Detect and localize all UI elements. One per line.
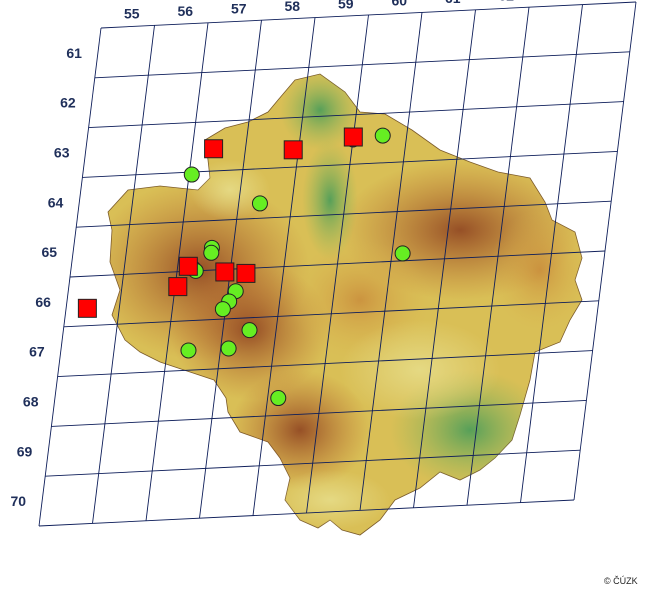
record-circle-marker [220,340,237,357]
grid-line-horizontal [57,350,593,378]
grid-line-horizontal [63,300,599,328]
record-circle-marker [394,245,411,262]
grid-line-horizontal [76,200,612,228]
credit-text: © ČÚZK [604,576,638,586]
grid-line-horizontal [88,101,624,129]
column-label: 63 [552,0,568,1]
record-circle-marker [374,127,391,144]
column-label: 57 [231,1,247,17]
record-square-marker [343,127,363,147]
record-circle-marker [241,322,258,339]
row-label: 65 [42,244,58,260]
grid-line-horizontal [94,51,630,79]
record-circle-marker [251,195,268,212]
row-label: 68 [23,394,39,410]
record-square-marker [178,256,198,276]
grid-line-horizontal [51,399,587,427]
column-label: 62 [498,0,514,4]
record-circle-marker [180,342,197,359]
row-label: 70 [11,493,27,509]
grid-line-horizontal [82,150,618,178]
record-circle-marker [270,390,287,407]
record-square-marker [204,139,224,159]
terrain-relief [107,73,583,536]
terrain-shading [108,74,582,530]
record-circle-marker [203,244,220,261]
record-square-marker [77,298,97,318]
grid-line-horizontal [38,499,575,527]
record-circle-marker [183,166,200,183]
square-markers [77,127,363,318]
column-label: 55 [124,6,140,22]
record-square-marker [215,262,235,282]
row-label: 69 [17,443,33,459]
map-grid [38,1,637,527]
grid-line-horizontal [100,1,637,29]
record-circle-marker [214,301,231,318]
record-square-marker [236,263,256,283]
row-label: 67 [29,344,45,360]
column-label: 60 [391,0,407,9]
row-labels: 61 62 63 64 65 66 67 68 69 70 [11,45,83,509]
record-square-marker [168,277,188,297]
grid-line-horizontal [69,250,606,278]
grid-line-horizontal [45,449,581,477]
row-label: 61 [66,45,82,61]
column-label: 59 [338,0,354,11]
row-label: 66 [35,294,51,310]
record-square-marker [283,140,303,160]
column-label: 61 [445,0,461,6]
column-label: 58 [284,0,300,14]
row-label: 62 [60,95,76,111]
row-label: 63 [54,145,70,161]
row-label: 64 [48,194,64,210]
column-label: 56 [177,3,193,19]
